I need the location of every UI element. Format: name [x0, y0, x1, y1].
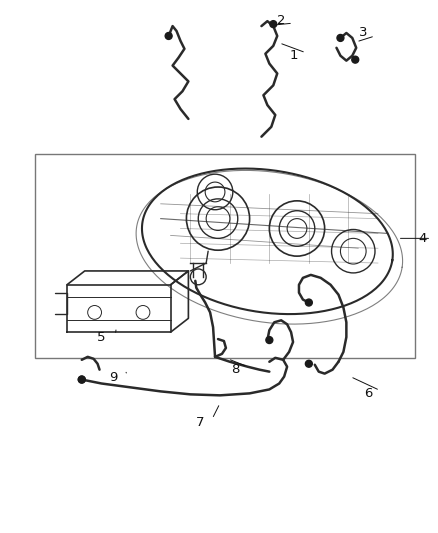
Text: 4: 4: [418, 232, 427, 245]
Circle shape: [352, 56, 359, 63]
Circle shape: [266, 337, 273, 343]
Circle shape: [337, 35, 344, 42]
Text: 3: 3: [359, 27, 367, 39]
Circle shape: [78, 376, 85, 383]
Text: 5: 5: [97, 330, 106, 344]
Text: 1: 1: [290, 49, 298, 62]
Text: 2: 2: [277, 14, 286, 27]
Circle shape: [78, 376, 85, 383]
Circle shape: [165, 33, 172, 39]
Bar: [35, 155, 416, 358]
Text: 8: 8: [232, 363, 240, 376]
Circle shape: [270, 21, 277, 28]
Text: 6: 6: [364, 387, 372, 400]
Text: 7: 7: [196, 416, 205, 430]
Text: 9: 9: [109, 371, 117, 384]
Circle shape: [305, 299, 312, 306]
Circle shape: [305, 360, 312, 367]
